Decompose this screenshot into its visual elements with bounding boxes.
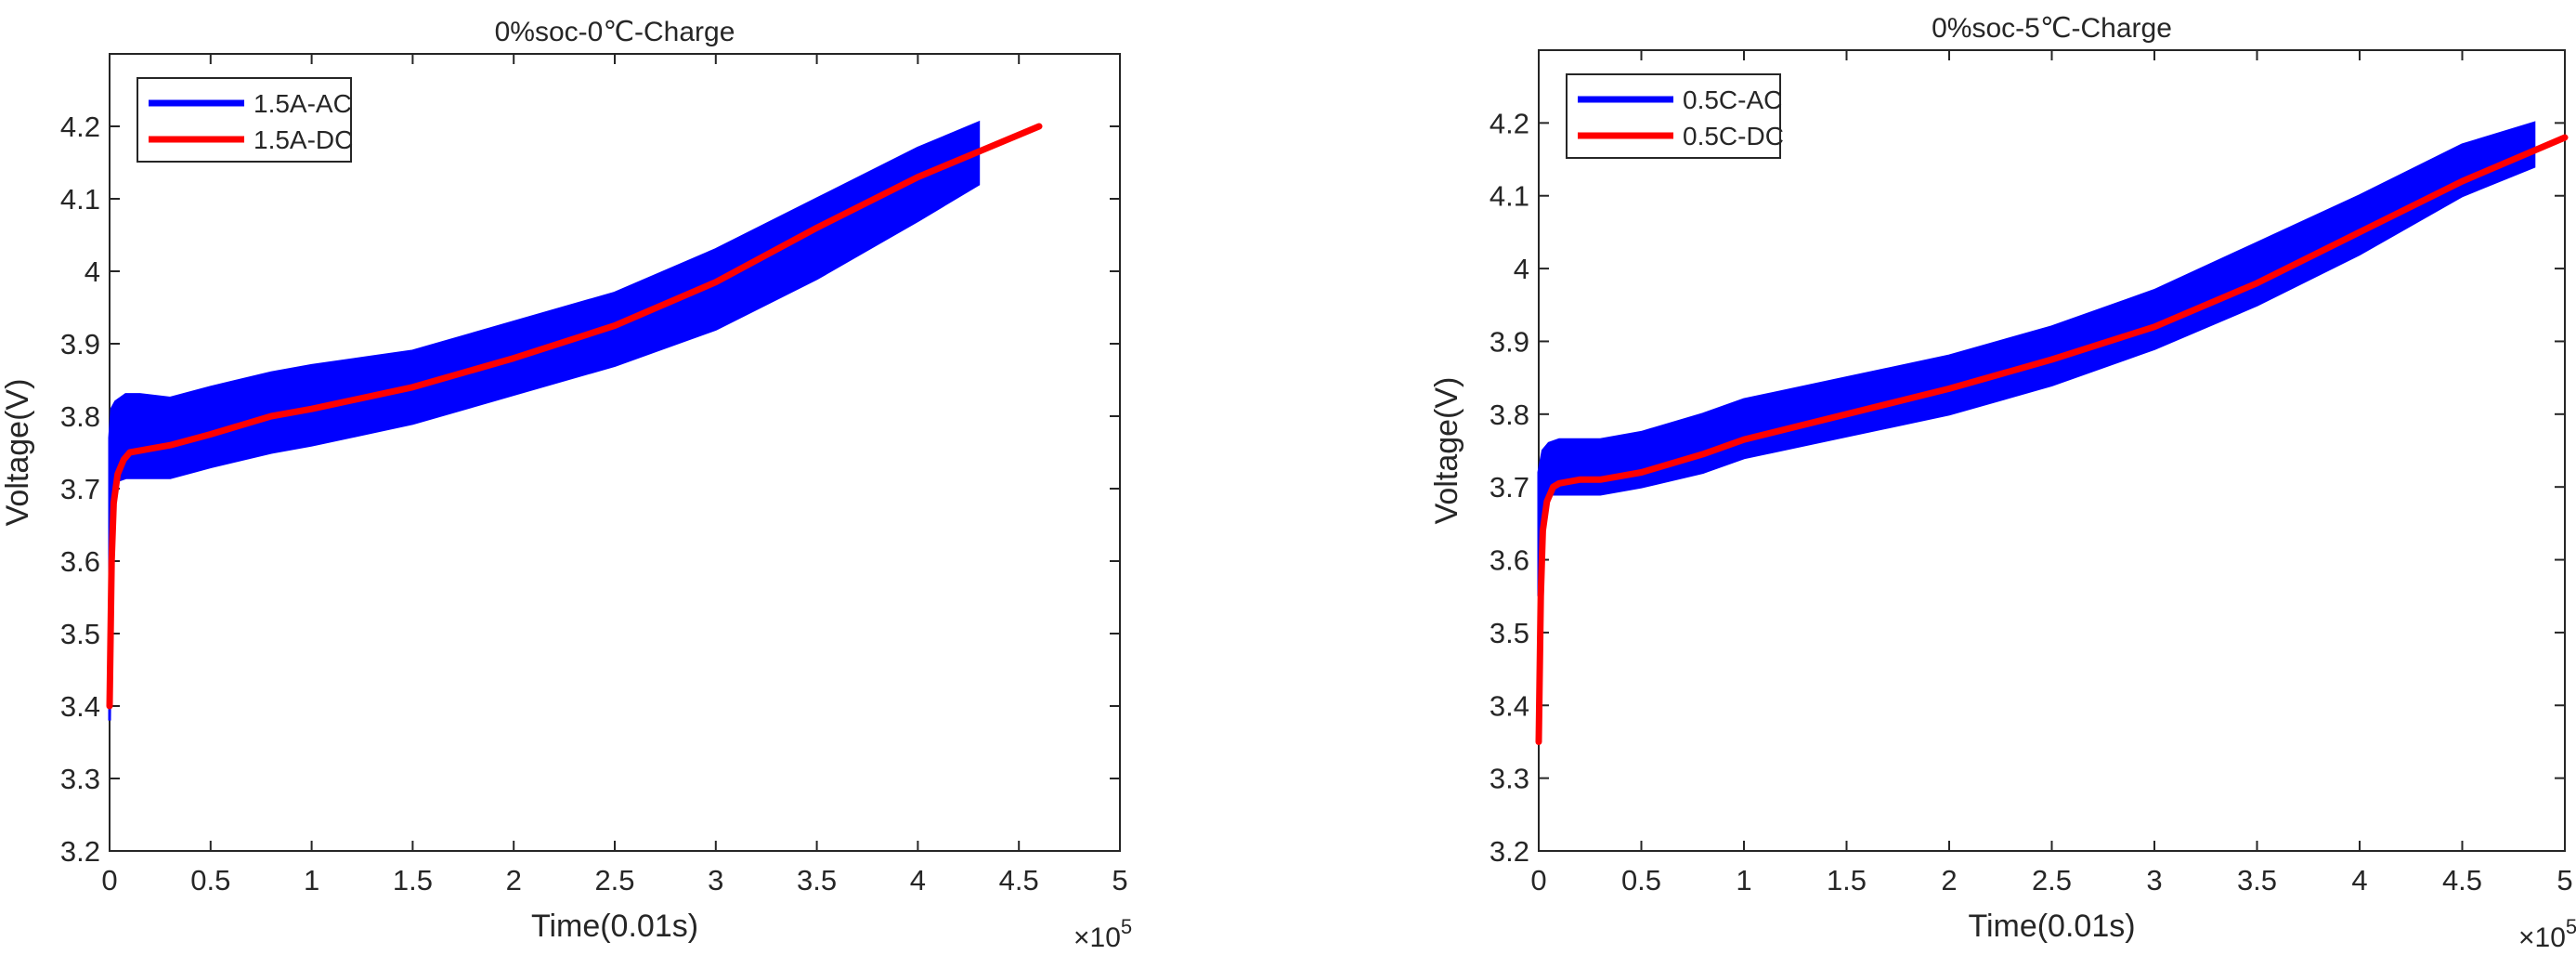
series-line-0-5c-dc: [1535, 134, 2569, 745]
y-tick-label: 4.1: [1490, 180, 1529, 213]
x-tick-label: 1: [1736, 864, 1751, 896]
y-tick-label: 3.3: [1490, 763, 1529, 795]
y-tick-label: 3.2: [60, 835, 100, 868]
legend-box: [137, 77, 352, 163]
x-tick-label: 2.5: [2032, 864, 2072, 896]
x-exponent-base: ×10: [2518, 922, 2566, 953]
x-tick-label: 5: [1112, 864, 1127, 896]
y-tick-label: 4.2: [60, 111, 100, 143]
y-tick-label: 4.2: [1490, 107, 1529, 139]
x-tick-label: 3: [2146, 864, 2162, 896]
y-tick-label: 4.1: [60, 183, 100, 216]
x-exponent-power: 5: [1121, 915, 1132, 938]
legend-label: 0.5C-DC: [1683, 122, 1784, 150]
y-tick-label: 3.7: [60, 473, 100, 505]
y-tick-label: 3.8: [60, 400, 100, 433]
x-axis-label: Time(0.01s): [1968, 909, 2135, 944]
x-exponent-power: 5: [2566, 915, 2576, 938]
x-tick-label: 3.5: [797, 864, 837, 896]
x-tick-label: 1: [304, 864, 319, 896]
x-exponent-label: ×105: [1073, 915, 1132, 953]
x-tick-label: 0.5: [190, 864, 230, 896]
y-tick-label: 3.2: [1490, 835, 1529, 868]
y-tick-label: 3.9: [60, 328, 100, 360]
y-tick-label: 4: [1514, 253, 1529, 285]
x-exponent-base: ×10: [1073, 922, 1121, 953]
legend-label: 0.5C-AC: [1683, 85, 1782, 114]
x-tick-label: 2: [506, 864, 522, 896]
y-axis-label: Voltage(V): [1429, 377, 1464, 525]
x-tick-label: 0: [1530, 864, 1546, 896]
y-tick-label: 3.3: [60, 763, 100, 795]
legend-label: 1.5A-AC: [254, 89, 352, 118]
x-tick-label: 2: [1941, 864, 1957, 896]
x-tick-label: 0.5: [1621, 864, 1661, 896]
x-tick-label: 3: [708, 864, 723, 896]
y-tick-label: 3.7: [1490, 471, 1529, 504]
series-line-1-5a-dc: [106, 123, 1043, 710]
y-tick-label: 3.6: [60, 545, 100, 578]
chart-title: 0%soc-0℃-Charge: [495, 17, 735, 47]
y-tick-label: 3.4: [60, 690, 100, 723]
legend: 1.5A-AC 1.5A-DC: [137, 77, 353, 163]
y-axis-label: Voltage(V): [0, 379, 35, 527]
x-tick-label: 3.5: [2237, 864, 2277, 896]
y-tick-label: 3.9: [1490, 325, 1529, 358]
x-tick-label: 2.5: [594, 864, 634, 896]
x-tick-label: 4: [910, 864, 926, 896]
x-tick-label: 4.5: [999, 864, 1039, 896]
y-tick-label: 3.6: [1490, 544, 1529, 577]
chart-1: 0 0.5 1 1.5 2 2.5 3 3.5 4 4.5 5 3.2 3.3 3.4 3.5 3.6 3.7 3…: [0, 17, 1132, 953]
y-tick-label: 4: [85, 255, 100, 288]
y-tick-label: 3.4: [1490, 689, 1529, 722]
chart-2: 0 0.5 1 1.5 2 2.5 3 3.5 4 4.5 5 3.2 3.3 3.4 3.5 3.6 3.7 3…: [1429, 13, 2576, 953]
y-tick-label: 3.5: [60, 618, 100, 650]
series-band-1-5a-ac: [108, 120, 981, 721]
series-band-0-5c-ac: [1537, 121, 2536, 596]
x-axis-label: Time(0.01s): [531, 909, 698, 944]
y-tick-label: 3.8: [1490, 399, 1529, 431]
x-tick-label: 0: [101, 864, 117, 896]
legend-label: 1.5A-DC: [254, 125, 353, 154]
x-tick-label: 4: [2351, 864, 2367, 896]
x-tick-label: 1.5: [1827, 864, 1867, 896]
legend: 0.5C-AC 0.5C-DC: [1566, 73, 1784, 159]
legend-box: [1566, 73, 1781, 159]
x-tick-label: 1.5: [393, 864, 433, 896]
chart-title: 0%soc-5℃-Charge: [1932, 13, 2172, 44]
x-tick-label: 5: [2556, 864, 2572, 896]
y-tick-label: 3.5: [1490, 617, 1529, 649]
x-tick-label: 4.5: [2442, 864, 2482, 896]
x-exponent-label: ×105: [2518, 915, 2576, 953]
